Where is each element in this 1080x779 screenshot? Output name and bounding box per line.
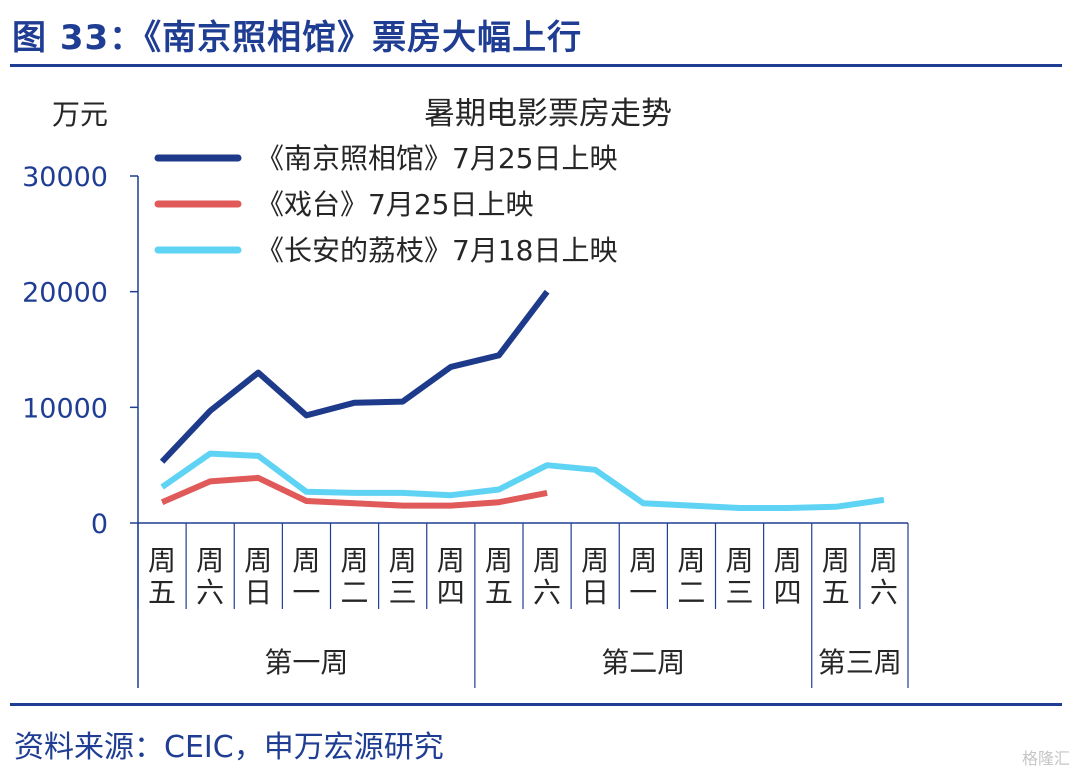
title-divider <box>10 64 1062 67</box>
y-tick-label: 0 <box>91 509 108 540</box>
x-tick-label: 周二 <box>341 544 369 609</box>
x-tick-label: 周三 <box>389 544 417 609</box>
group-label: 第三周 <box>818 646 902 679</box>
watermark: 格隆汇 <box>1021 749 1070 768</box>
y-axis-unit: 万元 <box>52 98 108 131</box>
x-tick-label: 周五 <box>822 544 850 609</box>
x-axis-groups: 第一周 第二周 第三周 <box>264 609 909 688</box>
legend-label: 《南京照相馆》7月25日上映 <box>256 142 617 175</box>
legend: 《南京照相馆》7月25日上映《戏台》7月25日上映《长安的荔枝》7月18日上映 <box>154 142 617 267</box>
series-line <box>159 289 550 464</box>
y-axis-ticks: 0 10000 20000 30000 <box>22 162 138 540</box>
x-tick-label: 周一 <box>292 544 320 609</box>
footer-divider <box>10 703 1062 706</box>
series-line <box>160 474 548 509</box>
x-tick-label: 周六 <box>870 544 898 609</box>
x-tick-label: 周日 <box>244 544 272 609</box>
x-tick-label: 周日 <box>581 544 609 609</box>
y-tick-label: 30000 <box>22 162 108 193</box>
group-label: 第一周 <box>264 646 348 679</box>
legend-label: 《长安的荔枝》7月18日上映 <box>256 234 617 267</box>
x-tick-label: 周四 <box>437 544 465 609</box>
chart-title: 暑期电影票房走势 <box>424 96 672 132</box>
source-note: 资料来源：CEIC，申万宏源研究 <box>14 730 444 765</box>
figure-title: 图 33：《南京照相馆》票房大幅上行 <box>12 18 583 58</box>
x-tick-label: 周三 <box>726 544 754 609</box>
x-tick-label: 周五 <box>148 544 176 609</box>
group-label: 第二周 <box>601 646 685 679</box>
y-tick-label: 10000 <box>22 393 108 424</box>
x-tick-label: 周六 <box>196 544 224 609</box>
series-line <box>160 450 885 511</box>
x-tick-label: 周四 <box>774 544 802 609</box>
y-tick-label: 20000 <box>22 278 108 309</box>
x-tick-label: 周一 <box>629 544 657 609</box>
x-tick-label: 周二 <box>677 544 705 609</box>
series-lines <box>159 289 885 511</box>
x-tick-label: 周六 <box>533 544 561 609</box>
legend-label: 《戏台》7月25日上映 <box>256 188 533 221</box>
x-tick-label: 周五 <box>485 544 513 609</box>
